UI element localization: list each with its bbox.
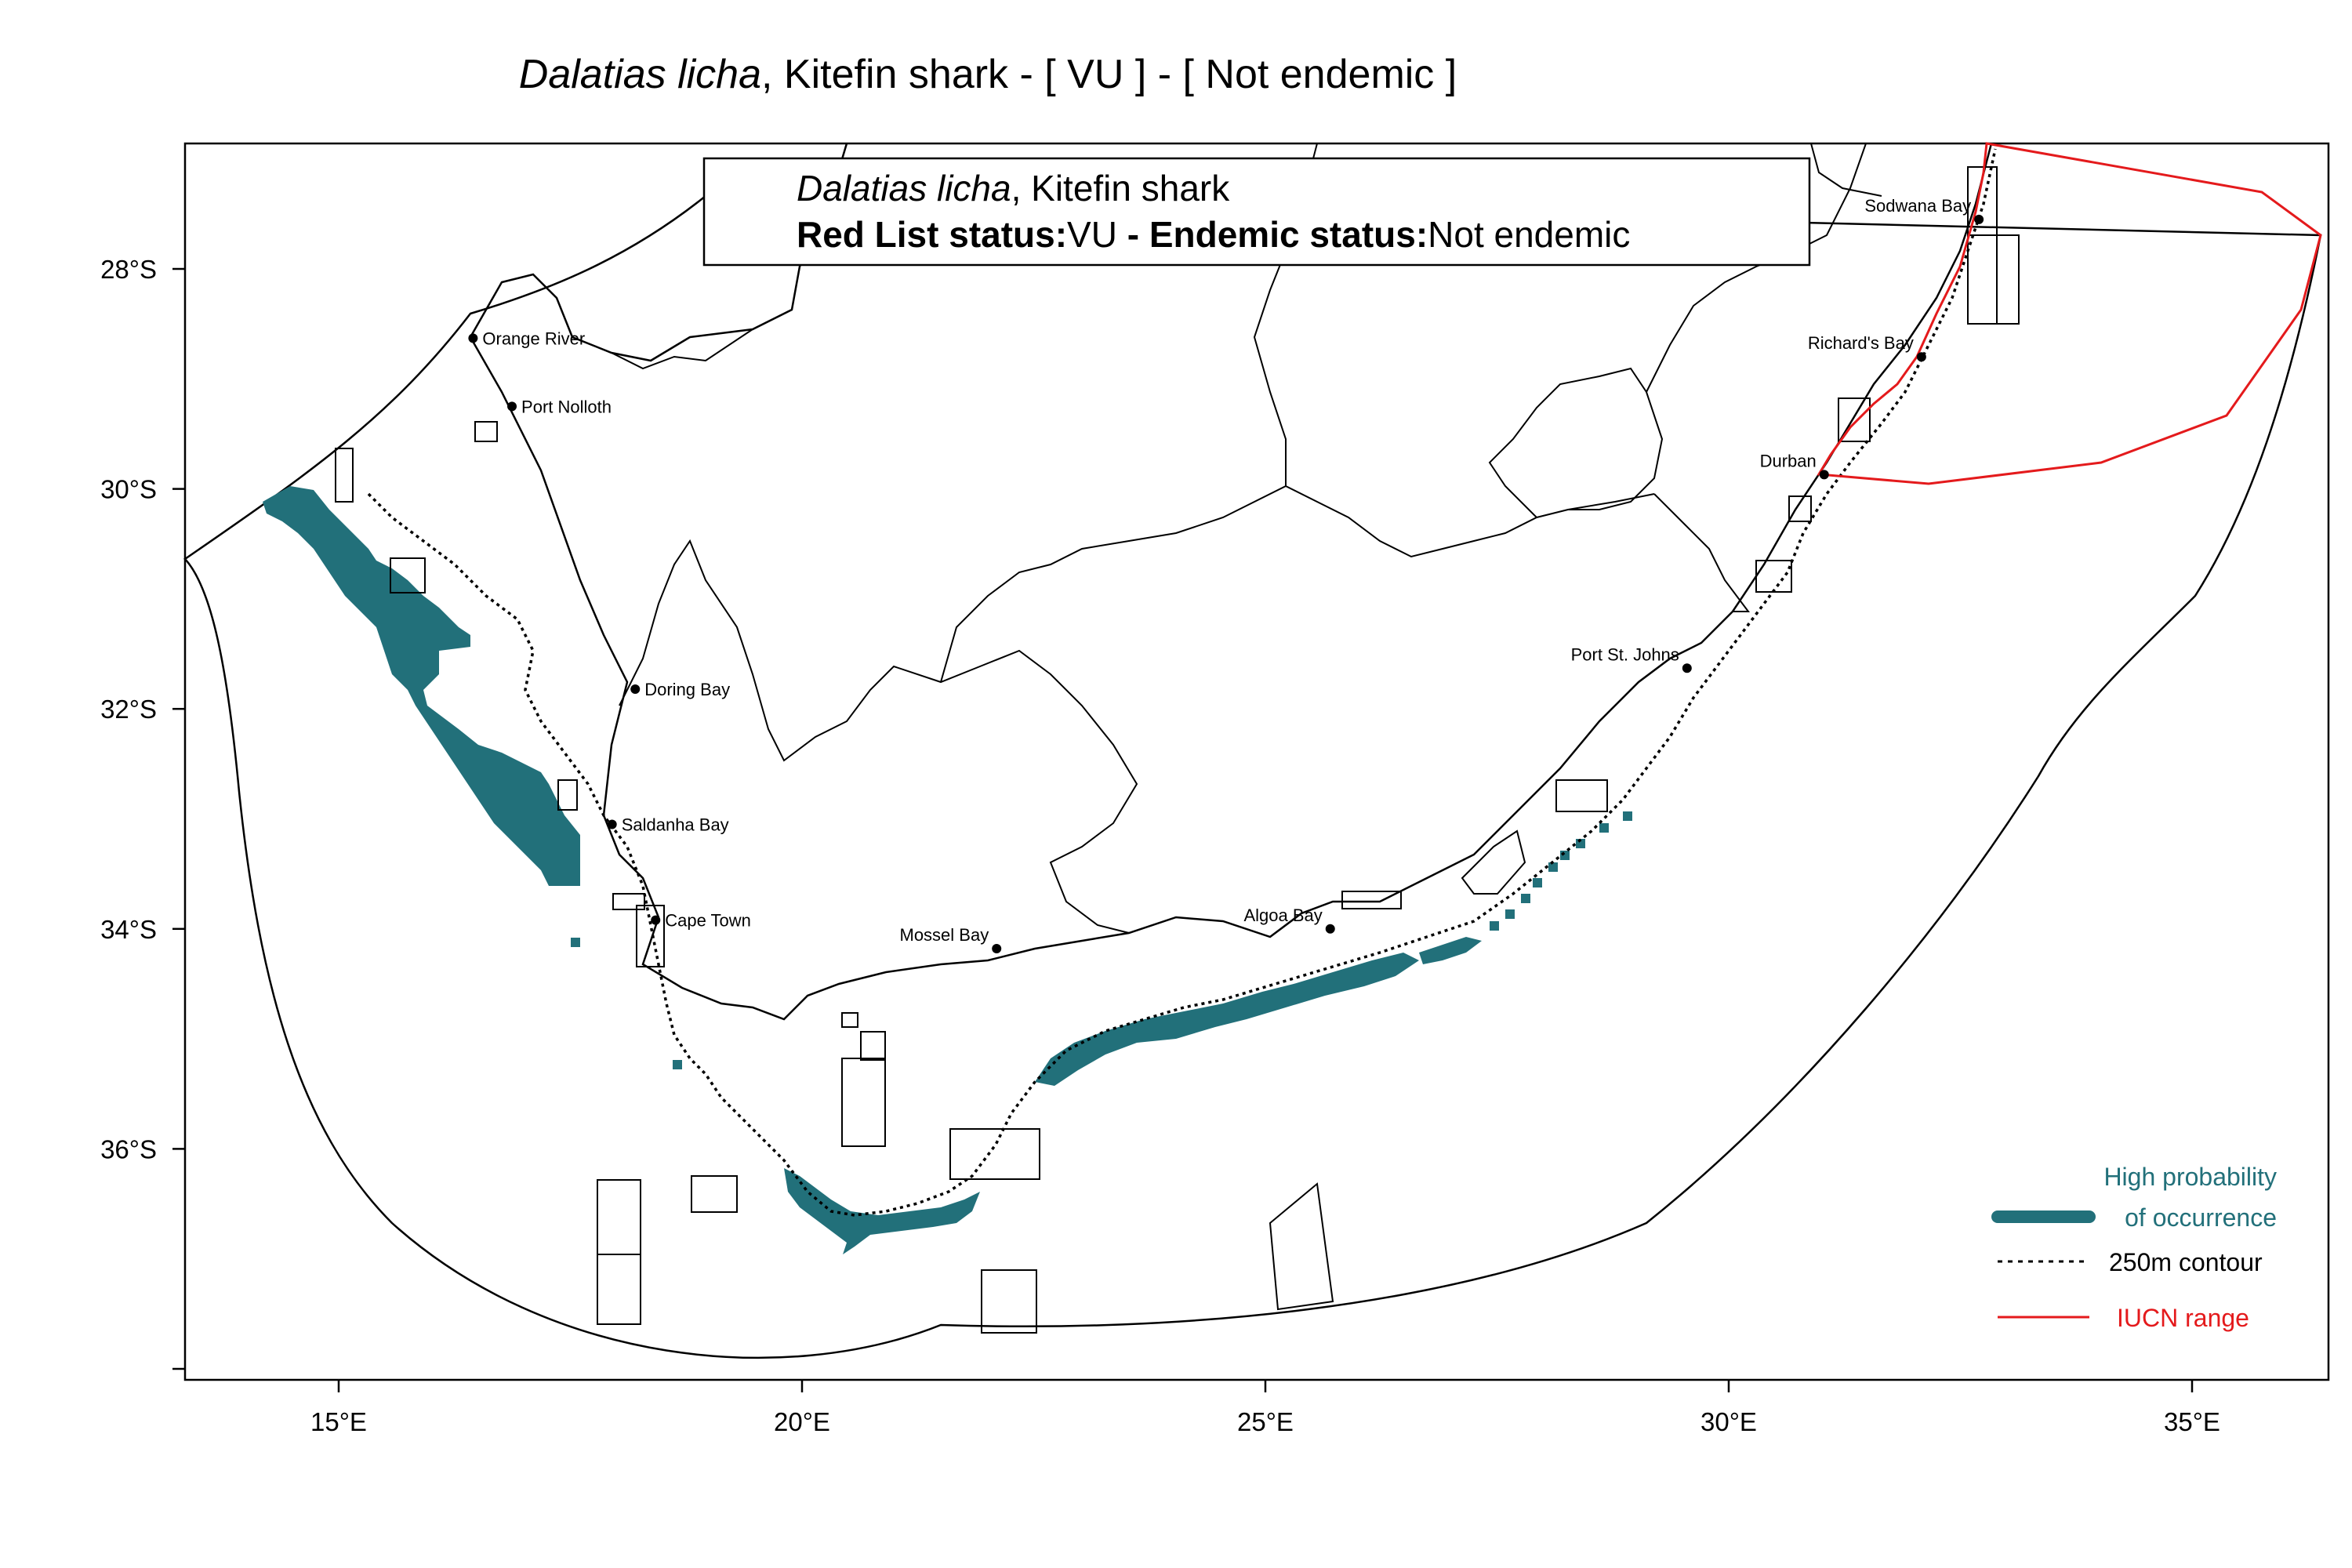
map-title: Dalatias licha, Kitefin shark - [ VU ] -… [519,52,1457,97]
occurrence-west-coast [263,486,580,886]
place-marker [608,820,617,829]
endemic-label: - Endemic status: [1117,214,1428,255]
place-marker [1682,663,1692,673]
info-status: Red List status:VU - Endemic status:Not … [797,214,1630,255]
place-label: Richard's Bay [1808,333,1914,353]
y-tick-label: 28°S [100,255,157,284]
x-tick-label: 30°E [1700,1407,1757,1436]
contour-250m [368,149,1995,1215]
place-marker [992,944,1001,953]
iucn-range [1819,143,2321,484]
x-tick-label: 25°E [1237,1407,1294,1436]
x-tick-label: 15°E [310,1407,367,1436]
y-tick-label: 32°S [100,695,157,724]
legend-occurrence-line1: High probability [2103,1163,2277,1191]
info-title: Dalatias licha, Kitefin shark [797,168,1230,209]
legend-occurrence-line2: of occurrence [2125,1203,2277,1232]
place-label: Cape Town [665,911,751,931]
coastline [470,143,1991,1019]
title-species: Dalatias licha [519,52,761,97]
place-label: Sodwana Bay [1864,196,1971,216]
place-label: Port Nolloth [521,397,612,416]
place-label: Doring Bay [644,680,730,699]
info-common-name: , Kitefin shark [1011,168,1231,209]
place-label: Algoa Bay [1243,906,1322,925]
x-tick-label: 20°E [774,1407,830,1436]
place-marker [1820,470,1829,479]
place-label: Durban [1760,451,1817,470]
y-tick-label: 30°S [100,475,157,504]
protected-areas [336,167,2019,1333]
title-rest: , Kitefin shark - [ VU ] - [ Not endemic… [761,52,1457,97]
y-tick-label: 34°S [100,915,157,944]
x-tick-label: 35°E [2164,1407,2220,1436]
place-marker [1974,215,1984,224]
red-list-label: Red List status: [797,214,1067,255]
red-list-value: VU [1067,214,1117,255]
legend-iucn-label: IUCN range [2117,1304,2249,1332]
occurrence-cells [263,486,1632,1254]
place-marker [1917,352,1926,361]
y-axis: 28°S 30°S 32°S 34°S 36°S [100,255,185,1369]
place-label: Port St. Johns [1571,644,1679,664]
place-label: Mossel Bay [900,925,989,945]
occurrence-east-coast [1419,937,1482,964]
legend-contour-label: 250m contour [2109,1248,2263,1276]
endemic-value: Not endemic [1428,214,1630,255]
occurrence-agulhas-bank [1035,953,1419,1086]
place-label: Saldanha Bay [622,815,729,835]
place-marker [468,333,477,343]
x-axis: 15°E 20°E 25°E 30°E 35°E [310,1380,2220,1436]
place-marker [507,401,517,411]
y-tick-label: 36°S [100,1134,157,1163]
place-marker [1326,924,1335,934]
info-box: Dalatias licha, Kitefin shark Red List s… [704,158,1809,265]
place-marker [630,684,640,694]
info-species: Dalatias licha [797,168,1011,209]
place-marker [651,916,660,925]
place-label: Orange River [482,328,585,348]
legend: High probability of occurrence 250m cont… [1998,1163,2277,1332]
